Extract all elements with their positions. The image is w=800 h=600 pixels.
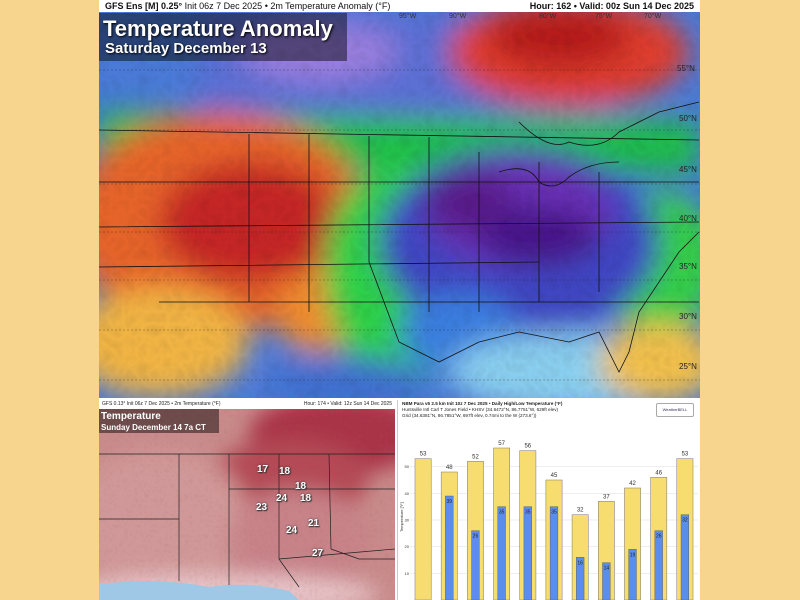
chart-header-line: NBM Para v5 2.5 km Init 10z 7 Dec 2025 •… (402, 401, 563, 406)
weatherbell-logo: WeatherBELL (656, 403, 694, 417)
temperature-label: 27 (312, 548, 324, 559)
temperature-map (99, 409, 395, 600)
chart-header-line: Grid (34.6381°N, 86.7851°W, 697ft elev, … (402, 413, 537, 418)
anomaly-map-panel: GFS Ens [M] 0.25° Init 06z 7 Dec 2025 • … (99, 0, 700, 398)
anomaly-map-header: GFS Ens [M] 0.25° Init 06z 7 Dec 2025 • … (99, 0, 700, 12)
lat-grid (99, 69, 700, 381)
lat-label: 50°N (679, 114, 697, 123)
temperature-map-header: GFS 0.13° Init 06z 7 Dec 2025 • 2m Tempe… (99, 400, 395, 409)
low-temp-bar (523, 506, 532, 600)
high-temp-label: 56 (524, 444, 531, 450)
lat-label: 25°N (679, 362, 697, 371)
low-temp-bar (497, 506, 506, 600)
low-temp-label: 35 (499, 510, 505, 516)
map-subtitle: Saturday December 13 (105, 40, 267, 57)
state-borders (99, 453, 395, 588)
title-backdrop (99, 13, 347, 61)
low-temp-label: 39 (446, 499, 452, 505)
low-temp-label: 16 (577, 560, 583, 566)
high-temp-bar (414, 458, 432, 600)
temperature-label: 18 (295, 481, 307, 492)
high-temp-label: 53 (682, 452, 689, 458)
temperature-label: 21 (308, 518, 320, 529)
header-left: GFS 0.13° Init 06z 7 Dec 2025 • 2m Tempe… (102, 401, 221, 407)
anomaly-map (99, 12, 700, 398)
temperature-label: 17 (257, 464, 269, 475)
temperature-label: 18 (300, 493, 312, 504)
low-temp-bar (471, 530, 480, 600)
lat-label: 30°N (679, 312, 697, 321)
high-low-chart-panel: NBM Para v5 2.5 km Init 10z 7 Dec 2025 •… (397, 400, 700, 600)
high-temp-label: 53 (420, 452, 427, 458)
chart-header: NBM Para v5 2.5 km Init 10z 7 Dec 2025 •… (402, 401, 612, 419)
high-temp-label: 32 (577, 508, 584, 514)
low-temp-bar (549, 506, 559, 600)
lon-label: 95°W (399, 13, 417, 20)
high-temp-label: 45 (551, 473, 558, 479)
low-temp-label: 35 (525, 510, 531, 516)
y-axis-label: Temperature [°F] (399, 502, 404, 532)
temperature-label: 24 (276, 493, 288, 504)
low-temp-bar (628, 549, 637, 600)
low-temp-bar (654, 530, 663, 600)
lat-label: 40°N (679, 214, 697, 223)
high-temp-label: 48 (446, 465, 453, 471)
low-temp-bar (680, 514, 690, 600)
y-tick-label: 30 (405, 518, 410, 523)
temperature-label: 23 (256, 502, 268, 513)
gulf-water (99, 581, 299, 600)
political-borders (99, 101, 700, 373)
y-tick-label: 20 (405, 544, 410, 549)
chart-header-line: Huntsville Intl Carl T Jones Field • KHS… (402, 407, 559, 412)
map-subtitle: Sunday December 14 7a CT (101, 423, 206, 432)
high-temp-label: 52 (472, 454, 479, 460)
lat-label: 55°N (677, 64, 695, 73)
high-temp-label: 42 (629, 481, 636, 487)
lon-label: 75°W (595, 13, 613, 20)
y-tick-label: 10 (405, 571, 410, 576)
temperature-label: 18 (279, 466, 291, 477)
low-temp-bar (445, 495, 454, 600)
temperature-map-panel: GFS 0.13° Init 06z 7 Dec 2025 • 2m Tempe… (99, 400, 395, 600)
figure-frame: GFS Ens [M] 0.25° Init 06z 7 Dec 2025 • … (99, 0, 700, 600)
low-temp-label: 14 (604, 566, 610, 572)
lon-label: 70°W (644, 13, 662, 20)
map-title: Temperature Anomaly (103, 16, 333, 41)
lat-label: 35°N (679, 262, 697, 271)
low-temp-bar (602, 562, 611, 600)
map-title: Temperature (101, 411, 161, 422)
y-tick-label: 50 (405, 464, 410, 469)
y-tick-label: 40 (405, 491, 410, 496)
lon-label: 80°W (539, 13, 557, 20)
title-backdrop (99, 409, 219, 433)
high-temp-label: 57 (498, 441, 505, 447)
chart-labels: 53 48 39 52 26 57 35 56 35 45 35 32 16 37 14 42 19 46 26 53… (420, 441, 689, 572)
header-valid: Hour: 162 • Valid: 00z Sun 14 Dec 2025 (529, 1, 694, 11)
header-left: GFS Ens [M] 0.25° Init 06z 7 Dec 2025 • … (105, 1, 391, 11)
lon-label: 90°W (449, 13, 467, 20)
chart-bars (414, 447, 694, 600)
low-temp-label: 32 (682, 518, 688, 524)
low-temp-label: 19 (630, 552, 636, 558)
high-temp-label: 46 (655, 470, 662, 476)
low-temp-label: 26 (473, 534, 479, 540)
low-temp-label: 26 (656, 534, 662, 540)
lat-label: 45°N (679, 165, 697, 174)
temperature-label: 24 (286, 525, 298, 536)
header-valid: Hour: 174 • Valid: 12z Sun 14 Dec 2025 (303, 401, 392, 407)
high-temp-label: 37 (603, 494, 610, 500)
low-temp-label: 35 (551, 510, 557, 516)
high-low-bar-chart: 10 20 30 40 50 53 48 39 52 26 57 35 56 35 45 35 32 16 37 1… (399, 441, 698, 600)
